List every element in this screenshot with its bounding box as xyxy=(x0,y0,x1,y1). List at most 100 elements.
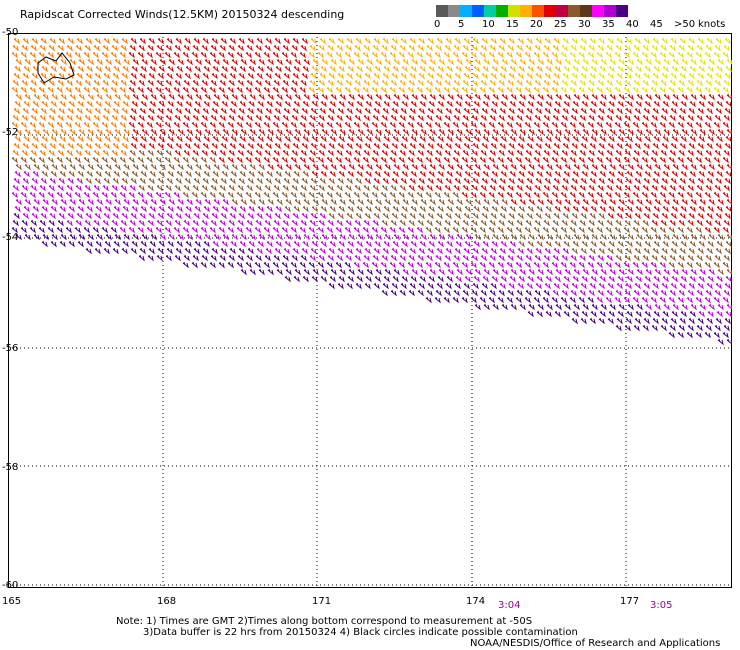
wind-barb xyxy=(166,37,173,45)
wind-barb xyxy=(713,226,720,234)
graticule-grid xyxy=(8,33,732,588)
wind-barb xyxy=(356,205,363,213)
wind-barb xyxy=(96,163,103,171)
wind-barb xyxy=(461,86,468,94)
wind-barb xyxy=(463,282,470,290)
wind-barb xyxy=(444,289,451,297)
wind-barb xyxy=(616,177,623,185)
wind-barb xyxy=(706,72,713,80)
wind-barb xyxy=(104,100,111,108)
wind-barb xyxy=(149,205,156,213)
wind-barb xyxy=(48,79,55,87)
wind-barb xyxy=(281,156,288,164)
wind-barb xyxy=(483,128,490,136)
wind-barb xyxy=(713,51,720,59)
wind-barb xyxy=(528,93,535,101)
wind-barb xyxy=(112,37,119,45)
wind-barb xyxy=(228,114,235,122)
wind-barb xyxy=(680,100,687,108)
wind-barb xyxy=(561,289,568,297)
wind-barb xyxy=(669,219,676,227)
wind-barb xyxy=(456,93,463,101)
wind-barb xyxy=(149,100,156,108)
wind-barb xyxy=(84,79,91,87)
wind-barb xyxy=(185,205,192,213)
wind-barb xyxy=(490,282,497,290)
wind-barb xyxy=(401,205,408,213)
wind-barb xyxy=(263,226,270,234)
wind-barb xyxy=(632,226,639,234)
wind-barb xyxy=(725,100,732,108)
wind-barb xyxy=(96,128,103,136)
wind-barb xyxy=(329,135,336,143)
wind-barb xyxy=(41,170,48,178)
wind-barb xyxy=(222,198,229,206)
wind-barb xyxy=(661,72,668,80)
wind-barb xyxy=(147,219,154,227)
wind-barb xyxy=(517,107,524,115)
wind-barb xyxy=(123,198,130,206)
wind-barb xyxy=(490,107,497,115)
wind-barb xyxy=(402,58,409,66)
wind-barb xyxy=(114,198,121,206)
wind-barb xyxy=(508,107,515,115)
wind-barb xyxy=(138,114,145,122)
wind-barb xyxy=(437,65,444,73)
wind-barb xyxy=(230,170,237,178)
wind-barb xyxy=(636,93,643,101)
wind-barb xyxy=(690,233,697,241)
wind-barb xyxy=(546,128,553,136)
wind-barb xyxy=(384,198,391,206)
wind-barb xyxy=(564,198,571,206)
wind-barb xyxy=(497,191,504,199)
wind-barb xyxy=(312,93,319,101)
wind-barb xyxy=(632,191,639,199)
wind-barb xyxy=(357,128,364,136)
wind-barb xyxy=(211,72,218,80)
wind-barb xyxy=(182,156,189,164)
wind-barb xyxy=(220,107,227,115)
wind-barb xyxy=(654,93,661,101)
wind-barb xyxy=(470,296,477,304)
wind-barb xyxy=(687,254,694,262)
wind-barb xyxy=(328,177,335,185)
wind-barb xyxy=(266,100,273,108)
wind-barb xyxy=(627,58,634,66)
wind-barb xyxy=(346,142,353,150)
wind-barb xyxy=(407,261,414,269)
wind-barb xyxy=(528,268,535,276)
wind-barb xyxy=(336,44,343,52)
wind-barb xyxy=(335,121,342,129)
wind-barb xyxy=(85,72,92,80)
legend-label: 40 xyxy=(626,19,639,30)
wind-barb xyxy=(489,149,496,157)
wind-barb xyxy=(490,37,497,45)
wind-barb xyxy=(588,149,595,157)
wind-barb xyxy=(93,149,100,157)
wind-barb xyxy=(589,37,596,45)
wind-barb xyxy=(507,254,514,262)
wind-barb xyxy=(498,44,505,52)
wind-barb xyxy=(597,149,604,157)
wind-barb xyxy=(317,226,324,234)
wind-barb xyxy=(193,247,200,255)
wind-barb xyxy=(157,142,164,150)
wind-barb xyxy=(132,198,139,206)
wind-barb xyxy=(292,72,299,80)
wind-barb xyxy=(454,247,461,255)
wind-barb xyxy=(407,51,414,59)
wind-barb xyxy=(461,226,468,234)
wind-barb xyxy=(589,72,596,80)
wind-barb xyxy=(309,254,316,262)
wind-barb xyxy=(465,233,472,241)
wind-barb xyxy=(39,44,46,52)
wind-barb xyxy=(31,212,38,220)
wind-barb xyxy=(281,86,288,94)
wind-barb xyxy=(402,93,409,101)
wind-barb xyxy=(645,198,652,206)
wind-barb xyxy=(85,212,92,220)
wind-barb xyxy=(222,128,229,136)
wind-barb xyxy=(482,100,489,108)
wind-barb xyxy=(660,289,667,297)
wind-barb xyxy=(276,233,283,241)
